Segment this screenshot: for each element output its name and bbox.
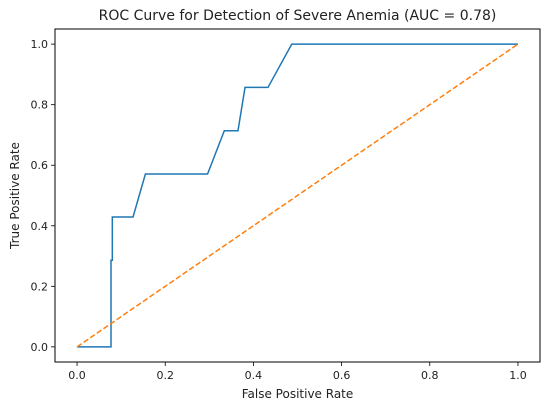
y-tick-label: 0.6 (31, 159, 49, 172)
y-tick-label: 0.2 (31, 280, 49, 293)
x-axis: 0.0 0.2 0.4 0.6 0.8 1.0 (68, 362, 527, 382)
roc-curve-line (77, 43, 518, 348)
plot-lines (76, 43, 519, 348)
x-tick-label: 1.0 (509, 369, 527, 382)
y-tick-label: 0.4 (31, 220, 49, 233)
x-tick-label: 0.2 (156, 369, 174, 382)
x-tick-label: 0.6 (333, 369, 351, 382)
y-tick-label: 1.0 (31, 38, 49, 51)
x-axis-label: False Positive Rate (242, 387, 354, 401)
x-tick-label: 0.8 (421, 369, 439, 382)
y-tick-label: 0.0 (31, 341, 49, 354)
x-tick-label: 0.4 (245, 369, 263, 382)
y-axis: 0.0 0.2 0.4 0.6 0.8 1.0 (31, 38, 55, 354)
y-tick-label: 0.8 (31, 99, 49, 112)
y-axis-label: True Positive Rate (8, 142, 22, 250)
x-tick-label: 0.0 (68, 369, 86, 382)
plot-frame (54, 28, 541, 363)
chance-diagonal-line (76, 43, 519, 348)
chart-title: ROC Curve for Detection of Severe Anemia… (99, 8, 497, 24)
